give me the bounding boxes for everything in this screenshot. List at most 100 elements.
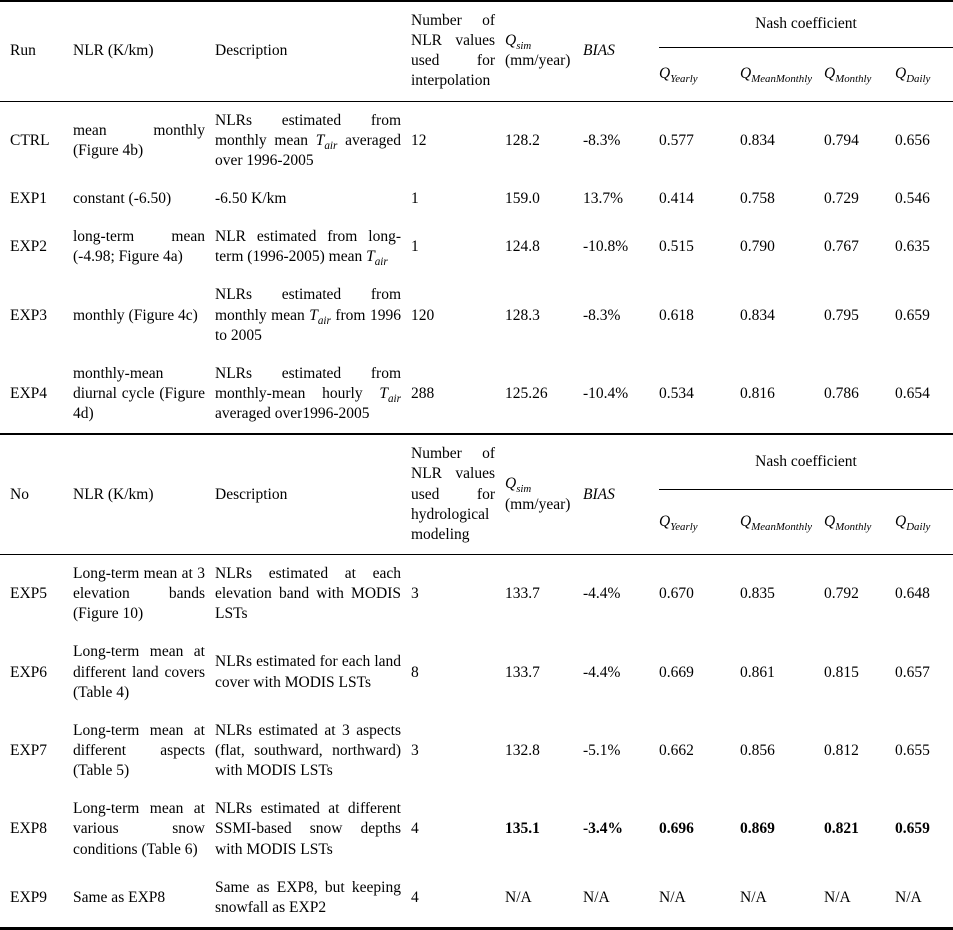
nash-subcol-qmeanmonthly: QMeanMonthly <box>740 47 824 102</box>
nash-daily-cell: 0.635 <box>895 238 930 256</box>
nash-yearly-cell: 0.414 <box>659 189 694 207</box>
run-cell: EXP3 <box>10 306 48 324</box>
count-cell: 12 <box>411 131 427 149</box>
table-row-exp3: EXP3 monthly (Figure 4c) NLRs estimated … <box>0 276 953 354</box>
description-cell: NLRs estimated at 3 aspects (flat, south… <box>215 721 401 780</box>
nlr-cell: monthly (Figure 4c) <box>73 306 198 324</box>
col-header-count: Number of NLR values used for interpolat… <box>411 1 505 102</box>
table-row-exp7: EXP7 Long-term mean at different aspects… <box>0 712 953 790</box>
nash-yearly-cell: 0.515 <box>659 238 694 256</box>
nash-subcol-qyearly: QYearly <box>659 489 740 555</box>
count-cell: 4 <box>411 820 419 838</box>
header-row-nash-subcols: QYearly QMeanMonthly QMonthly QDaily <box>0 489 953 555</box>
run-cell: EXP4 <box>10 384 48 402</box>
qsim-cell: 132.8 <box>505 741 540 759</box>
bias-cell: -10.8% <box>583 238 629 256</box>
nash-monthly-cell: 0.767 <box>824 238 859 256</box>
table-row-exp1: EXP1 constant (-6.50) -6.50 K/km 1 159.0… <box>0 180 953 218</box>
nash-meanmonthly-cell: 0.856 <box>740 741 775 759</box>
nlr-cell: Same as EXP8 <box>73 888 166 906</box>
nash-yearly-cell: 0.662 <box>659 741 694 759</box>
table-row-exp8: EXP8 Long-term mean at various snow cond… <box>0 790 953 868</box>
nlr-cell: constant (-6.50) <box>73 189 172 207</box>
bias-cell: -8.3% <box>583 131 621 149</box>
nash-coefficient-header: Nash coefficient <box>659 1 953 48</box>
qsim-subscript: sim <box>516 483 532 496</box>
run-cell: EXP1 <box>10 189 48 207</box>
nash-meanmonthly-cell: 0.816 <box>740 384 775 402</box>
nash-meanmonthly-cell: 0.790 <box>740 238 775 256</box>
bias-cell: 13.7% <box>583 189 624 207</box>
nash-daily-cell: 0.655 <box>895 741 930 759</box>
description-cell: NLR estimated from long-term (1996-2005)… <box>215 228 401 269</box>
run-cell: EXP2 <box>10 238 48 256</box>
nash-meanmonthly-cell: N/A <box>740 888 767 906</box>
nlr-cell: long-term mean (-4.98; Figure 4a) <box>73 228 205 266</box>
nlr-cell: Long-term mean at different aspects (Tab… <box>73 721 205 780</box>
count-cell: 4 <box>411 888 419 906</box>
experiments-table-hydrological: No NLR (K/km) Description Number of NLR … <box>0 433 953 930</box>
header-row-top: No NLR (K/km) Description Number of NLR … <box>0 434 953 555</box>
bias-cell: -3.4% <box>583 820 624 838</box>
run-cell: EXP9 <box>10 888 48 906</box>
qsim-cell: 135.1 <box>505 820 540 838</box>
nlr-cell: mean monthly (Figure 4b) <box>73 121 205 159</box>
nash-subcol-qdaily: QDaily <box>895 47 953 102</box>
col-header-description: Description <box>215 1 411 102</box>
description-cell: NLRs estimated at different SSMI-based s… <box>215 800 401 858</box>
bias-cell: -5.1% <box>583 741 621 759</box>
nash-subcol-qdaily: QDaily <box>895 489 953 555</box>
qsim-cell: 133.7 <box>505 663 540 681</box>
count-cell: 288 <box>411 384 435 402</box>
qsim-cell: 128.3 <box>505 306 540 324</box>
nash-daily-cell: 0.659 <box>895 820 930 838</box>
nlr-cell: Long-term mean at various snow condition… <box>73 800 205 858</box>
nash-meanmonthly-cell: 0.758 <box>740 189 775 207</box>
col-header-bias: BIAS <box>583 434 659 555</box>
count-cell: 1 <box>411 238 419 256</box>
description-cell: NLRs estimated from monthly-mean hourly … <box>215 364 401 423</box>
nash-subcol-qmonthly: QMonthly <box>824 47 895 102</box>
col-header-no: No <box>0 434 73 555</box>
col-header-count: Number of NLR values used for hydrologic… <box>411 434 505 555</box>
col-header-bias: BIAS <box>583 1 659 102</box>
nash-daily-cell: N/A <box>895 888 922 906</box>
bias-cell: -4.4% <box>583 663 621 681</box>
table-row-exp9: EXP9 Same as EXP8 Same as EXP8, but keep… <box>0 869 953 929</box>
count-cell: 3 <box>411 585 419 603</box>
nash-monthly-cell: 0.794 <box>824 131 859 149</box>
nash-yearly-cell: 0.696 <box>659 820 694 838</box>
qsim-cell: 128.2 <box>505 131 540 149</box>
nash-yearly-cell: 0.670 <box>659 585 694 603</box>
nash-daily-cell: 0.656 <box>895 131 930 149</box>
description-cell: NLRs estimated for each land cover with … <box>215 653 401 691</box>
description-cell: Same as EXP8, but keeping snowfall as EX… <box>215 878 401 916</box>
qsim-symbol: Q <box>505 32 517 50</box>
experiments-table-interpolation: Run NLR (K/km) Description Number of NLR… <box>0 0 953 433</box>
col-header-run: Run <box>0 1 73 102</box>
nash-monthly-cell: N/A <box>824 888 851 906</box>
nlr-cell: Long-term mean at 3 elevation bands (Fig… <box>73 564 205 623</box>
qsim-symbol: Q <box>505 475 517 493</box>
bias-cell: -10.4% <box>583 384 629 402</box>
run-cell: EXP8 <box>10 820 48 838</box>
nash-monthly-cell: 0.815 <box>824 663 859 681</box>
qsim-unit: (mm/year) <box>505 52 571 70</box>
table-row-exp5: EXP5 Long-term mean at 3 elevation bands… <box>0 554 953 633</box>
nash-monthly-cell: 0.792 <box>824 585 859 603</box>
qsim-cell: 159.0 <box>505 189 540 207</box>
bias-cell: N/A <box>583 888 610 906</box>
nash-meanmonthly-cell: 0.834 <box>740 131 775 149</box>
count-cell: 3 <box>411 741 419 759</box>
description-cell: NLRs estimated at each elevation band wi… <box>215 564 401 623</box>
nlr-cell: Long-term mean at different land covers … <box>73 643 205 701</box>
description-cell: NLRs estimated from monthly mean Tair fr… <box>215 286 401 344</box>
qsim-cell: 124.8 <box>505 238 540 256</box>
nash-yearly-cell: 0.669 <box>659 663 694 681</box>
nash-monthly-cell: 0.795 <box>824 306 859 324</box>
table-row-ctrl: CTRL mean monthly (Figure 4b) NLRs estim… <box>0 101 953 180</box>
nash-subcol-qmeanmonthly: QMeanMonthly <box>740 489 824 555</box>
col-header-description: Description <box>215 434 411 555</box>
count-cell: 1 <box>411 189 419 207</box>
run-cell: CTRL <box>10 131 50 149</box>
